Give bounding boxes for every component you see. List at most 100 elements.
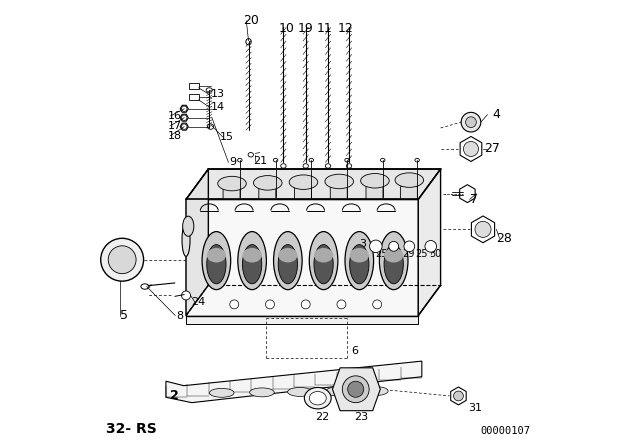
Circle shape <box>475 221 491 237</box>
Text: 19: 19 <box>298 22 314 35</box>
Text: 15: 15 <box>220 132 234 142</box>
Circle shape <box>266 300 275 309</box>
Ellipse shape <box>345 158 349 162</box>
Polygon shape <box>186 169 440 199</box>
Circle shape <box>348 381 364 397</box>
Text: 4: 4 <box>492 108 500 121</box>
Ellipse shape <box>395 173 424 187</box>
Circle shape <box>301 300 310 309</box>
Circle shape <box>230 300 239 309</box>
Ellipse shape <box>349 248 369 263</box>
Text: 22: 22 <box>315 412 330 422</box>
Text: 11: 11 <box>317 22 332 35</box>
Text: 18: 18 <box>168 130 182 141</box>
Circle shape <box>461 112 481 132</box>
Text: 14: 14 <box>211 102 225 112</box>
Ellipse shape <box>207 248 226 263</box>
Ellipse shape <box>309 158 314 162</box>
Ellipse shape <box>314 248 333 263</box>
Text: 13: 13 <box>211 90 225 99</box>
Ellipse shape <box>246 39 252 45</box>
Ellipse shape <box>182 216 194 236</box>
Ellipse shape <box>248 152 253 157</box>
Circle shape <box>100 238 143 281</box>
Ellipse shape <box>289 175 318 190</box>
Text: 6: 6 <box>351 346 358 356</box>
Ellipse shape <box>243 245 262 284</box>
Ellipse shape <box>278 248 298 263</box>
Text: 2: 2 <box>170 389 179 402</box>
Ellipse shape <box>238 232 266 290</box>
Ellipse shape <box>243 248 262 263</box>
Ellipse shape <box>182 223 190 256</box>
Ellipse shape <box>364 387 388 396</box>
Text: 5: 5 <box>120 309 129 322</box>
Polygon shape <box>186 169 209 315</box>
Circle shape <box>342 376 369 403</box>
Text: 24: 24 <box>191 297 205 307</box>
Text: 10: 10 <box>278 22 294 35</box>
Circle shape <box>182 291 191 300</box>
Ellipse shape <box>278 245 298 284</box>
Ellipse shape <box>415 158 419 162</box>
Polygon shape <box>166 361 422 403</box>
Text: 26: 26 <box>385 260 397 270</box>
Ellipse shape <box>309 232 338 290</box>
Ellipse shape <box>345 232 374 290</box>
Polygon shape <box>259 182 276 199</box>
Text: 17: 17 <box>168 121 182 131</box>
Polygon shape <box>333 368 380 411</box>
Polygon shape <box>189 83 200 89</box>
Text: 25: 25 <box>376 250 388 259</box>
Polygon shape <box>186 315 419 324</box>
Circle shape <box>372 300 381 309</box>
Text: 7: 7 <box>470 193 478 206</box>
Text: 21: 21 <box>253 155 267 166</box>
Text: 31: 31 <box>468 403 483 413</box>
Circle shape <box>463 142 479 156</box>
Text: 32- RS: 32- RS <box>106 422 156 436</box>
Ellipse shape <box>287 388 312 396</box>
Text: 00000107: 00000107 <box>480 426 530 436</box>
Circle shape <box>337 300 346 309</box>
Text: 20: 20 <box>243 14 259 27</box>
Ellipse shape <box>309 392 326 405</box>
Ellipse shape <box>273 232 302 290</box>
Circle shape <box>388 241 399 251</box>
Ellipse shape <box>253 176 282 190</box>
Ellipse shape <box>303 164 308 168</box>
Ellipse shape <box>218 177 246 191</box>
Text: 30: 30 <box>429 250 442 259</box>
Circle shape <box>369 240 382 253</box>
Ellipse shape <box>361 173 389 188</box>
Circle shape <box>425 241 436 252</box>
Ellipse shape <box>237 158 242 162</box>
Ellipse shape <box>314 245 333 284</box>
Text: 8: 8 <box>176 310 183 321</box>
Ellipse shape <box>281 164 286 168</box>
Ellipse shape <box>206 88 212 92</box>
Text: 3: 3 <box>359 239 366 249</box>
Polygon shape <box>186 199 419 315</box>
Polygon shape <box>401 182 417 199</box>
Ellipse shape <box>326 387 350 396</box>
Text: 27: 27 <box>484 142 500 155</box>
Polygon shape <box>294 182 312 199</box>
Text: 29: 29 <box>403 250 415 259</box>
Circle shape <box>454 391 463 401</box>
Ellipse shape <box>207 245 226 284</box>
Ellipse shape <box>325 164 331 168</box>
Ellipse shape <box>384 245 403 284</box>
Text: 16: 16 <box>168 111 182 121</box>
Ellipse shape <box>346 164 352 168</box>
Polygon shape <box>330 182 348 199</box>
Ellipse shape <box>250 388 274 397</box>
Ellipse shape <box>273 158 278 162</box>
Ellipse shape <box>209 388 234 397</box>
Text: 23: 23 <box>354 412 368 422</box>
Circle shape <box>465 117 476 128</box>
Ellipse shape <box>349 245 369 284</box>
Text: 12: 12 <box>338 22 354 35</box>
Ellipse shape <box>380 232 408 290</box>
Polygon shape <box>366 182 383 199</box>
